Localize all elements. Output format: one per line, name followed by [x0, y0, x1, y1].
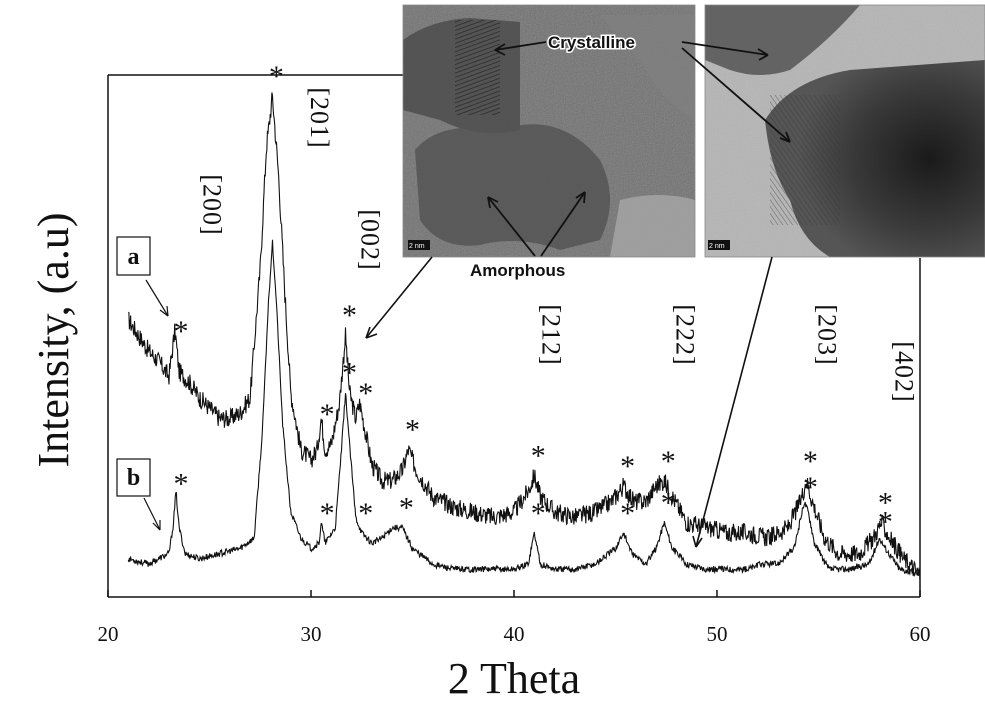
- arrow-inset-right-to-b: [695, 256, 773, 548]
- miller-index-label: [222]: [670, 304, 699, 365]
- x-tick-label: 30: [301, 622, 322, 646]
- peak-marker-a: *: [531, 440, 546, 473]
- peak-marker-b: *: [531, 497, 546, 530]
- miller-index-label: [402]: [890, 341, 919, 402]
- series-label-a-box: a: [116, 236, 169, 317]
- peak-marker-a: *: [803, 445, 818, 478]
- series-label-b-box: b: [116, 458, 161, 531]
- peak-marker-a: *: [661, 445, 676, 478]
- series-label-a-pointer: [145, 279, 169, 317]
- x-axis-title: 2 Theta: [448, 654, 580, 703]
- x-tick-label: 60: [910, 622, 931, 646]
- tem-left-scale-label: 2 nm: [409, 243, 425, 250]
- x-tick-label: 40: [504, 622, 525, 646]
- peak-marker-a: *: [269, 60, 284, 93]
- miller-index-label: [200]: [197, 174, 226, 235]
- peak-marker-b: *: [661, 486, 676, 519]
- arrow-inset-left-to-a: [365, 256, 433, 339]
- peak-marker-b: *: [620, 497, 635, 530]
- series-line-a: [128, 92, 921, 580]
- peak-marker-b: *: [878, 505, 893, 538]
- miller-index-label: [212]: [536, 304, 565, 365]
- peak-marker-layer: ******* * * ****** * * * * **: [174, 60, 893, 538]
- peak-marker-a: *: [358, 377, 373, 410]
- x-axis-ticks: [107, 590, 921, 597]
- series-line-b: [127, 239, 921, 577]
- peak-marker-b: *: [342, 356, 357, 389]
- crystalline-label: Crystalline: [548, 33, 635, 52]
- peak-marker-a: *: [878, 486, 893, 519]
- plot-frame: [107, 74, 921, 598]
- peak-marker-a: *: [320, 398, 335, 431]
- y-axis-title: Intensity, (a.u): [29, 213, 78, 468]
- amorphous-label: Amorphous: [470, 261, 565, 280]
- x-tick-label: 20: [98, 622, 119, 646]
- peak-marker-a: *: [620, 450, 635, 483]
- peak-marker-b: *: [803, 471, 818, 504]
- series-label-b: b: [127, 465, 140, 491]
- peak-marker-a: *: [342, 299, 357, 332]
- peak-marker-b: *: [399, 492, 414, 525]
- tem-right-scale-label: 2 nm: [709, 243, 725, 250]
- peak-marker-b: *: [358, 497, 373, 530]
- series-label-a: a: [128, 244, 140, 270]
- tem-inset-right: 2 nm: [704, 4, 985, 258]
- x-tick-label: 50: [707, 622, 728, 646]
- x-axis-tick-labels: 20 30 40 50 60: [98, 622, 931, 646]
- series-layer: [127, 92, 921, 580]
- tem-inset-left: 2 nm: [402, 4, 696, 258]
- peak-marker-a: *: [174, 315, 189, 348]
- miller-index-layer: [200] [201] [002] [212] [222] [203] [402]: [197, 87, 918, 402]
- peak-marker-b: *: [320, 497, 335, 530]
- peak-marker-a: *: [405, 414, 420, 447]
- miller-index-label: [002]: [356, 209, 385, 270]
- peak-marker-b: *: [174, 467, 189, 500]
- tem-annotations: Crystalline Amorphous: [365, 32, 791, 548]
- miller-index-label: [201]: [305, 87, 334, 148]
- series-label-b-pointer: [143, 497, 161, 531]
- miller-index-label: [203]: [812, 304, 841, 365]
